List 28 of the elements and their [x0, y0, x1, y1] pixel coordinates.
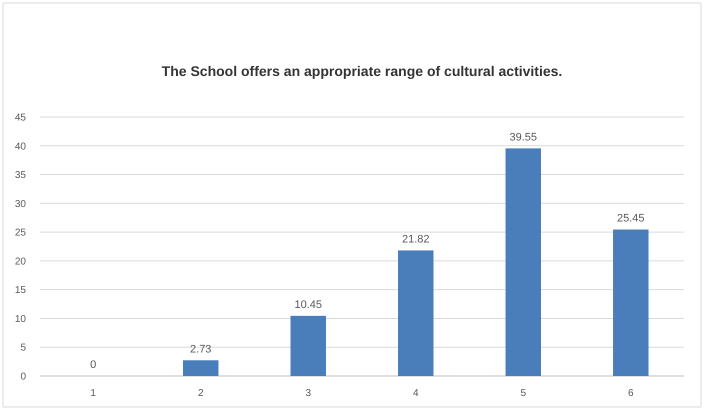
x-tick-label: 6 — [628, 388, 634, 399]
bar — [182, 360, 218, 376]
y-tick-label: 25 — [14, 228, 26, 239]
y-tick-label: 10 — [14, 314, 26, 325]
bar — [290, 316, 326, 376]
bar — [398, 250, 434, 376]
y-tick-label: 5 — [20, 342, 26, 354]
y-tick-label: 40 — [14, 141, 26, 152]
y-tick-label: 45 — [14, 112, 26, 124]
data-label: 0 — [90, 359, 96, 371]
chart-title: The School offers an appropriate range of cultural activities. — [162, 63, 562, 79]
x-tick-label: 2 — [198, 388, 204, 399]
data-label: 21.82 — [402, 233, 430, 246]
x-tick-label: 4 — [412, 388, 419, 399]
y-tick-label: 30 — [14, 198, 26, 210]
data-label: 10.45 — [294, 298, 322, 311]
y-tick-label: 0 — [20, 372, 26, 382]
x-tick-label: 3 — [305, 388, 312, 399]
y-tick-label: 20 — [14, 256, 26, 268]
y-tick-label: 35 — [14, 170, 26, 182]
bar — [613, 230, 649, 376]
data-label: 25.45 — [617, 212, 645, 225]
data-label: 39.55 — [510, 131, 538, 144]
data-label: 2.73 — [190, 343, 212, 356]
y-tick-label: 15 — [14, 285, 26, 296]
x-tick-label: 1 — [90, 388, 96, 399]
bar — [506, 148, 542, 376]
x-tick-label: 5 — [520, 388, 526, 399]
